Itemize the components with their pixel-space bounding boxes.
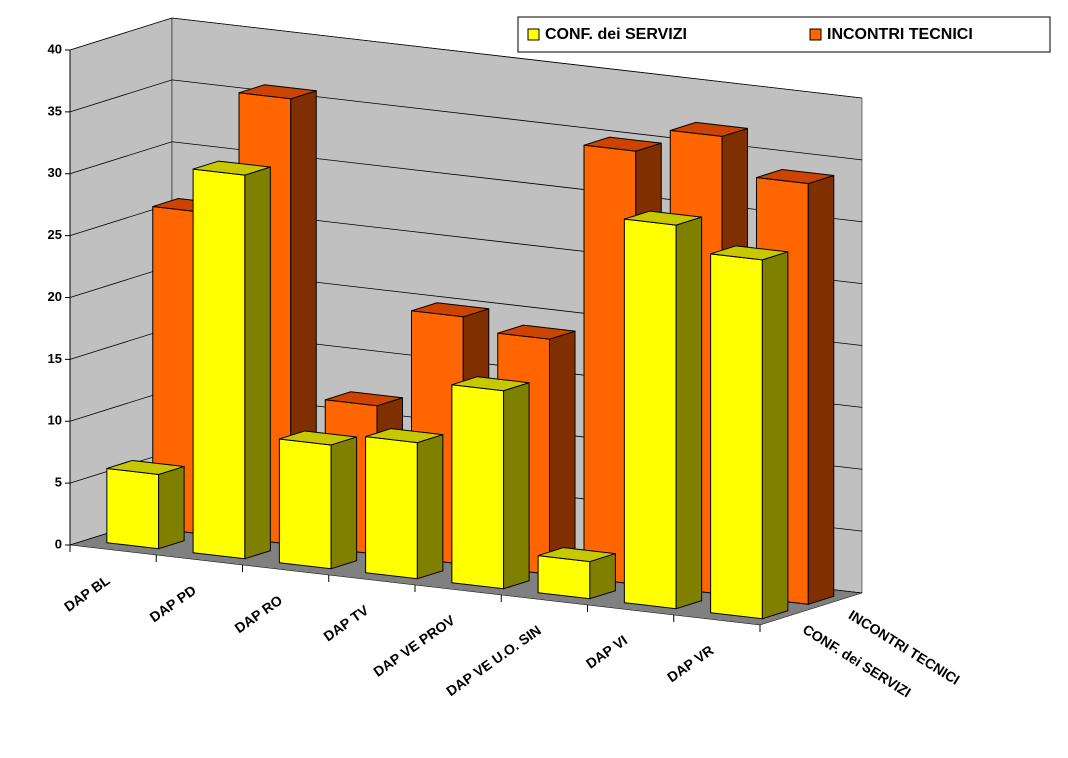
bar-top <box>325 391 403 407</box>
bar-front <box>192 168 246 560</box>
bar <box>537 547 616 600</box>
bar-top <box>710 245 789 261</box>
bar-top <box>451 376 530 392</box>
bar-front <box>451 384 505 590</box>
x-tick-label: DAP RO <box>232 592 286 636</box>
x-tick-label: DAP TV <box>320 602 372 645</box>
bar-top <box>537 547 616 563</box>
y-tick-label: 25 <box>48 227 62 242</box>
bar-side <box>416 433 444 580</box>
bar <box>278 430 358 570</box>
grid-line <box>69 17 863 99</box>
bar-top <box>192 160 271 176</box>
bar-side <box>761 251 789 620</box>
bar-side <box>807 174 835 605</box>
bar <box>192 160 271 560</box>
y-tick-label: 20 <box>48 289 62 304</box>
bar-top <box>106 459 185 475</box>
y-tick-label: 40 <box>48 41 62 56</box>
bar-front <box>623 218 677 610</box>
x-tick-label: DAP VR <box>664 642 716 685</box>
y-tick-label: 5 <box>55 475 62 490</box>
bar-top <box>670 121 748 137</box>
x-tick-label: DAP VI <box>583 632 630 672</box>
bar-top <box>756 169 834 185</box>
bar-top <box>411 302 489 318</box>
bar-top <box>279 430 357 446</box>
bar-top <box>238 84 317 100</box>
x-tick-label: DAP VE PROV <box>370 612 458 680</box>
bar-side <box>330 436 358 570</box>
bar-top <box>497 324 576 340</box>
bar-side <box>158 465 185 550</box>
bar-top <box>365 428 444 444</box>
bar-front <box>365 436 418 580</box>
bar-side <box>244 166 271 560</box>
series-axis-label: INCONTRI TECNICI <box>846 607 963 688</box>
y-tick-label: 15 <box>48 351 62 366</box>
bar <box>106 459 185 550</box>
x-tick-label: DAP BL <box>61 572 113 615</box>
bar-top <box>624 210 702 226</box>
bar <box>365 428 444 580</box>
y-tick-label: 35 <box>48 103 62 118</box>
legend-label: INCONTRI TECNICI <box>827 26 973 43</box>
bar-side <box>675 216 703 610</box>
grid-line <box>69 79 863 161</box>
legend-swatch <box>809 28 822 41</box>
bar-side <box>549 330 576 575</box>
bar <box>451 376 530 590</box>
legend-label: CONF. dei SERVIZI <box>545 26 687 43</box>
bar-front <box>278 438 332 570</box>
legend-swatch <box>527 28 540 41</box>
x-tick-label: DAP PD <box>147 582 199 625</box>
bar-front <box>106 467 160 550</box>
y-tick-label: 30 <box>48 165 62 180</box>
bar-top <box>583 136 662 152</box>
bar <box>623 210 703 610</box>
y-tick-label: 10 <box>48 413 62 428</box>
x-tick-label: DAP VE U.O. SIN <box>443 622 544 699</box>
y-tick-label: 0 <box>55 536 62 551</box>
bar-front <box>710 253 763 620</box>
bar <box>710 245 789 620</box>
bar-side <box>503 382 530 590</box>
legend-box <box>517 16 1051 53</box>
bar-front <box>537 555 591 600</box>
